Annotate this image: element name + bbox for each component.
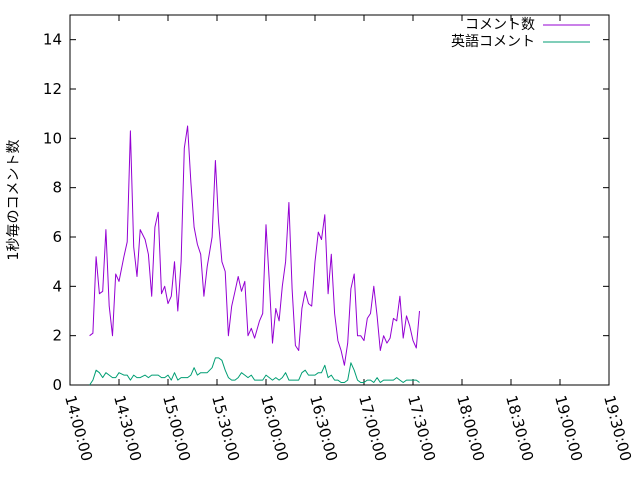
x-tick-label: 18:00:00 [453, 393, 488, 463]
y-tick-label: 10 [43, 129, 62, 147]
y-tick-label: 4 [52, 277, 62, 295]
x-axis-ticks: 14:00:00 14:30:00 15:00:00 15:30:00 16:00:00… [61, 15, 635, 463]
x-tick-label: 19:00:00 [551, 393, 586, 463]
y-tick-label: 2 [52, 327, 62, 345]
x-tick-label: 14:00:00 [61, 393, 96, 463]
x-tick-label: 19:30:00 [600, 393, 635, 463]
x-tick-label: 14:30:00 [110, 393, 145, 463]
x-tick-label: 18:30:00 [502, 393, 537, 463]
y-tick-label: 6 [52, 228, 62, 246]
y-axis-label: 1秒毎のコメント数 [6, 140, 22, 261]
x-tick-label: 17:00:00 [355, 393, 390, 463]
y-tick-label: 12 [43, 80, 62, 98]
x-tick-label: 16:00:00 [257, 393, 292, 463]
legend-label-comment-count: コメント数 [465, 17, 535, 33]
series-line-english-comments [89, 357, 420, 386]
x-tick-label: 17:30:00 [404, 393, 439, 463]
plot-frame [69, 14, 610, 386]
legend-label-english-comments: 英語コメント [451, 33, 535, 50]
x-tick-label: 16:30:00 [306, 393, 341, 463]
legend: コメント数 英語コメント [451, 17, 590, 50]
x-tick-label: 15:00:00 [159, 393, 194, 463]
series-line-comment-count [89, 125, 420, 366]
y-tick-label: 8 [52, 179, 62, 197]
y-tick-label: 0 [52, 376, 62, 394]
x-tick-label: 15:30:00 [208, 393, 243, 463]
series-layer [89, 125, 420, 386]
y-tick-label: 14 [43, 31, 62, 49]
y-axis-ticks: 0 2 4 6 8 10 12 14 [43, 31, 609, 394]
